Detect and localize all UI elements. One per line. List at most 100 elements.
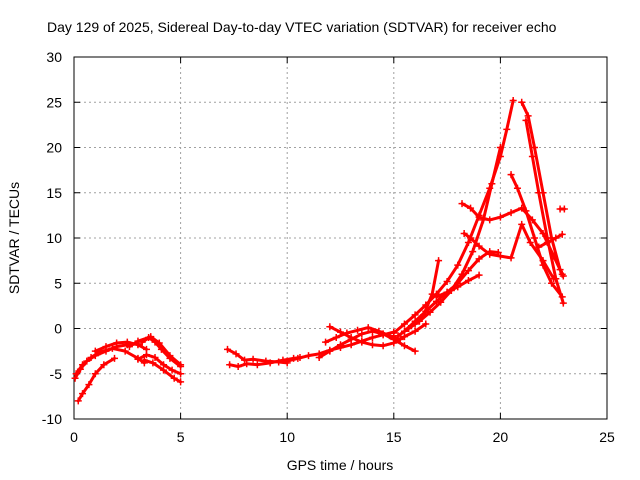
plus-marker xyxy=(368,341,376,349)
plus-marker xyxy=(496,252,504,260)
plus-marker xyxy=(125,343,133,351)
plus-marker xyxy=(464,277,472,285)
y-tick-label: 10 xyxy=(46,230,62,246)
series-arc-20 xyxy=(460,220,558,283)
plus-marker xyxy=(458,200,466,208)
plus-marker xyxy=(140,356,148,364)
series-arc-25 xyxy=(535,230,566,251)
plus-marker xyxy=(358,330,366,338)
plus-marker xyxy=(475,242,483,250)
plus-marker xyxy=(464,267,472,275)
plus-marker xyxy=(170,374,178,382)
x-tick-label: 20 xyxy=(493,429,509,445)
plus-marker xyxy=(400,327,408,335)
plus-marker xyxy=(426,308,434,316)
plus-marker xyxy=(411,327,419,335)
plus-marker xyxy=(74,397,82,405)
plus-marker xyxy=(390,329,398,337)
series-arc-15 xyxy=(390,96,517,337)
x-tick-label: 15 xyxy=(386,429,402,445)
plus-marker xyxy=(368,334,376,342)
plus-marker xyxy=(420,311,428,319)
plus-marker xyxy=(411,347,419,355)
plus-marker xyxy=(524,112,532,120)
plus-marker xyxy=(375,327,383,335)
plus-marker xyxy=(168,366,176,374)
plus-marker xyxy=(226,361,234,369)
plus-marker xyxy=(469,248,477,256)
series-line xyxy=(74,346,146,376)
plus-marker xyxy=(149,359,157,367)
plus-marker xyxy=(435,257,443,265)
y-tick-label: -10 xyxy=(42,411,62,427)
series-line xyxy=(328,322,428,348)
series-arc-13 xyxy=(322,324,404,346)
plus-marker xyxy=(390,339,398,347)
plus-marker xyxy=(337,328,344,336)
plus-marker xyxy=(507,171,515,179)
y-tick-label: 20 xyxy=(46,140,62,156)
plus-marker xyxy=(279,356,287,364)
series-arc-16 xyxy=(394,144,504,340)
plus-marker xyxy=(475,255,483,263)
plus-marker xyxy=(142,351,150,359)
y-tick-label: 5 xyxy=(54,275,62,291)
series-line xyxy=(413,259,441,326)
plus-marker xyxy=(72,370,80,378)
plus-marker xyxy=(147,333,155,341)
plus-marker xyxy=(249,355,257,363)
plus-marker xyxy=(518,98,526,106)
plus-marker xyxy=(503,125,511,133)
plus-marker xyxy=(443,277,451,285)
series-arc-18 xyxy=(411,257,443,328)
plus-marker xyxy=(464,239,472,247)
plus-marker xyxy=(526,239,534,247)
plus-marker xyxy=(322,338,330,346)
plus-marker xyxy=(166,352,174,360)
plus-marker xyxy=(486,250,494,258)
plus-marker xyxy=(437,298,445,306)
series-line xyxy=(396,146,502,338)
plus-marker xyxy=(400,320,408,328)
plus-marker xyxy=(528,153,536,161)
plus-marker xyxy=(91,347,99,355)
series-line xyxy=(392,98,515,335)
y-tick-label: 0 xyxy=(54,321,62,337)
x-tick-label: 0 xyxy=(70,429,78,445)
plus-marker xyxy=(71,374,79,382)
chart-title: Day 129 of 2025, Sidereal Day-to-day VTE… xyxy=(47,19,557,35)
plus-marker xyxy=(428,290,436,298)
plus-marker xyxy=(467,204,475,212)
plus-marker xyxy=(488,180,496,188)
plus-marker xyxy=(400,342,408,350)
plus-marker xyxy=(85,381,93,389)
plus-marker xyxy=(379,342,387,350)
series-arc-6 xyxy=(134,351,185,378)
plus-marker xyxy=(411,320,419,328)
plus-marker xyxy=(79,361,87,369)
plus-marker xyxy=(113,339,121,347)
plus-marker xyxy=(177,361,185,369)
plus-marker xyxy=(138,338,146,346)
plus-marker xyxy=(539,261,547,269)
plus-marker xyxy=(232,350,240,358)
plus-marker xyxy=(509,96,517,104)
series-arc-7 xyxy=(138,333,185,369)
series-line xyxy=(537,232,564,249)
plus-marker xyxy=(475,213,483,221)
y-tick-label: 30 xyxy=(46,49,62,65)
plus-marker xyxy=(253,361,261,369)
x-tick-label: 5 xyxy=(177,429,185,445)
plus-marker xyxy=(364,324,372,332)
x-tick-label: 10 xyxy=(279,429,295,445)
plus-marker xyxy=(422,320,430,328)
plus-marker xyxy=(531,234,539,242)
plus-marker xyxy=(177,370,185,378)
plus-marker xyxy=(507,254,515,262)
plus-marker xyxy=(266,359,274,367)
plus-marker xyxy=(177,378,185,386)
plus-marker xyxy=(155,339,163,347)
plus-marker xyxy=(535,189,543,197)
plus-marker xyxy=(507,209,515,217)
plus-marker xyxy=(454,261,462,269)
